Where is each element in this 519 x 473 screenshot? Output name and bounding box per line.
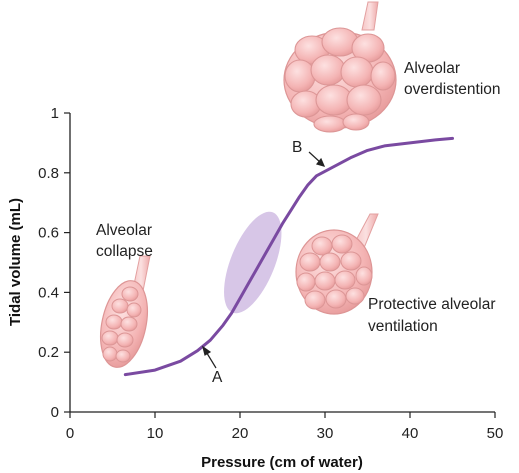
x-axis-title: Pressure (cm of water): [201, 454, 363, 471]
y-tick-label: 0.6: [38, 225, 59, 242]
y-tick-label: 0: [51, 404, 59, 421]
x-tick-label: 20: [232, 425, 249, 442]
protective-label-line2: ventilation: [368, 318, 438, 335]
overdistention-label-line2: overdistention: [404, 81, 501, 98]
x-tick-label: 0: [66, 425, 74, 442]
x-axis-ticks: 0 10 20 30 40 50: [66, 412, 504, 442]
y-tick-label: 1: [51, 105, 59, 122]
overdistended-alveoli-illustration: [283, 1, 397, 133]
y-axis-title: Tidal volume (mL): [7, 198, 24, 326]
protective-ventilation-highlight: [224, 211, 282, 314]
annotation-b-label: B: [292, 139, 302, 156]
overdistention-label-line1: Alveolar: [404, 60, 460, 77]
pressure-volume-curve: [123, 136, 454, 377]
annotation-arrow-b: [308, 151, 326, 167]
collapsed-alveoli-illustration: [100, 255, 151, 368]
collapse-label-line1: Alveolar: [96, 222, 152, 239]
protective-label-line1: Protective alveolar: [368, 296, 496, 313]
annotation-arrow-a: [202, 345, 217, 369]
y-tick-label: 0.4: [38, 284, 59, 301]
x-tick-label: 30: [317, 425, 334, 442]
y-tick-label: 0.2: [38, 344, 59, 361]
x-tick-label: 10: [147, 425, 164, 442]
y-tick-label: 0.8: [38, 165, 59, 182]
protective-alveoli-illustration: [295, 213, 379, 315]
x-tick-label: 50: [487, 425, 504, 442]
x-tick-label: 40: [402, 425, 419, 442]
collapse-label-line2: collapse: [96, 243, 153, 260]
annotation-a-label: A: [212, 369, 223, 386]
y-axis-ticks: 0 0.2 0.4 0.6 0.8 1: [38, 105, 70, 421]
